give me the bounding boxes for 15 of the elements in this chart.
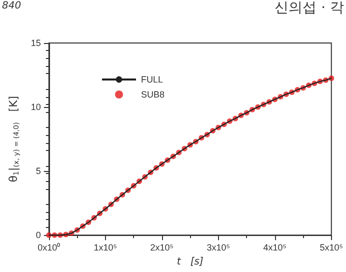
x-tick-label: 1x10⁵ [94,242,118,253]
x-tick-label: 0x10⁰ [38,242,60,253]
legend-label: SUB8 [141,90,165,100]
x-tick-label: 4x10⁵ [263,242,287,253]
text: 840 [2,0,22,12]
x-tick-label: 2x10⁵ [150,242,174,253]
y-tick-label: 10 [30,102,41,112]
y-tick-label: 0 [36,230,41,240]
x-tick-label: 3x10⁵ [206,242,230,253]
y-tick-label: 15 [30,38,41,48]
text: 신의섭 · 각 [274,0,344,16]
y-tick-label: 5 [36,166,41,176]
x-tick-label: 5x10⁵ [320,242,344,253]
legend-label: FULL [141,74,164,84]
x-axis-title: t [s] [176,256,204,268]
